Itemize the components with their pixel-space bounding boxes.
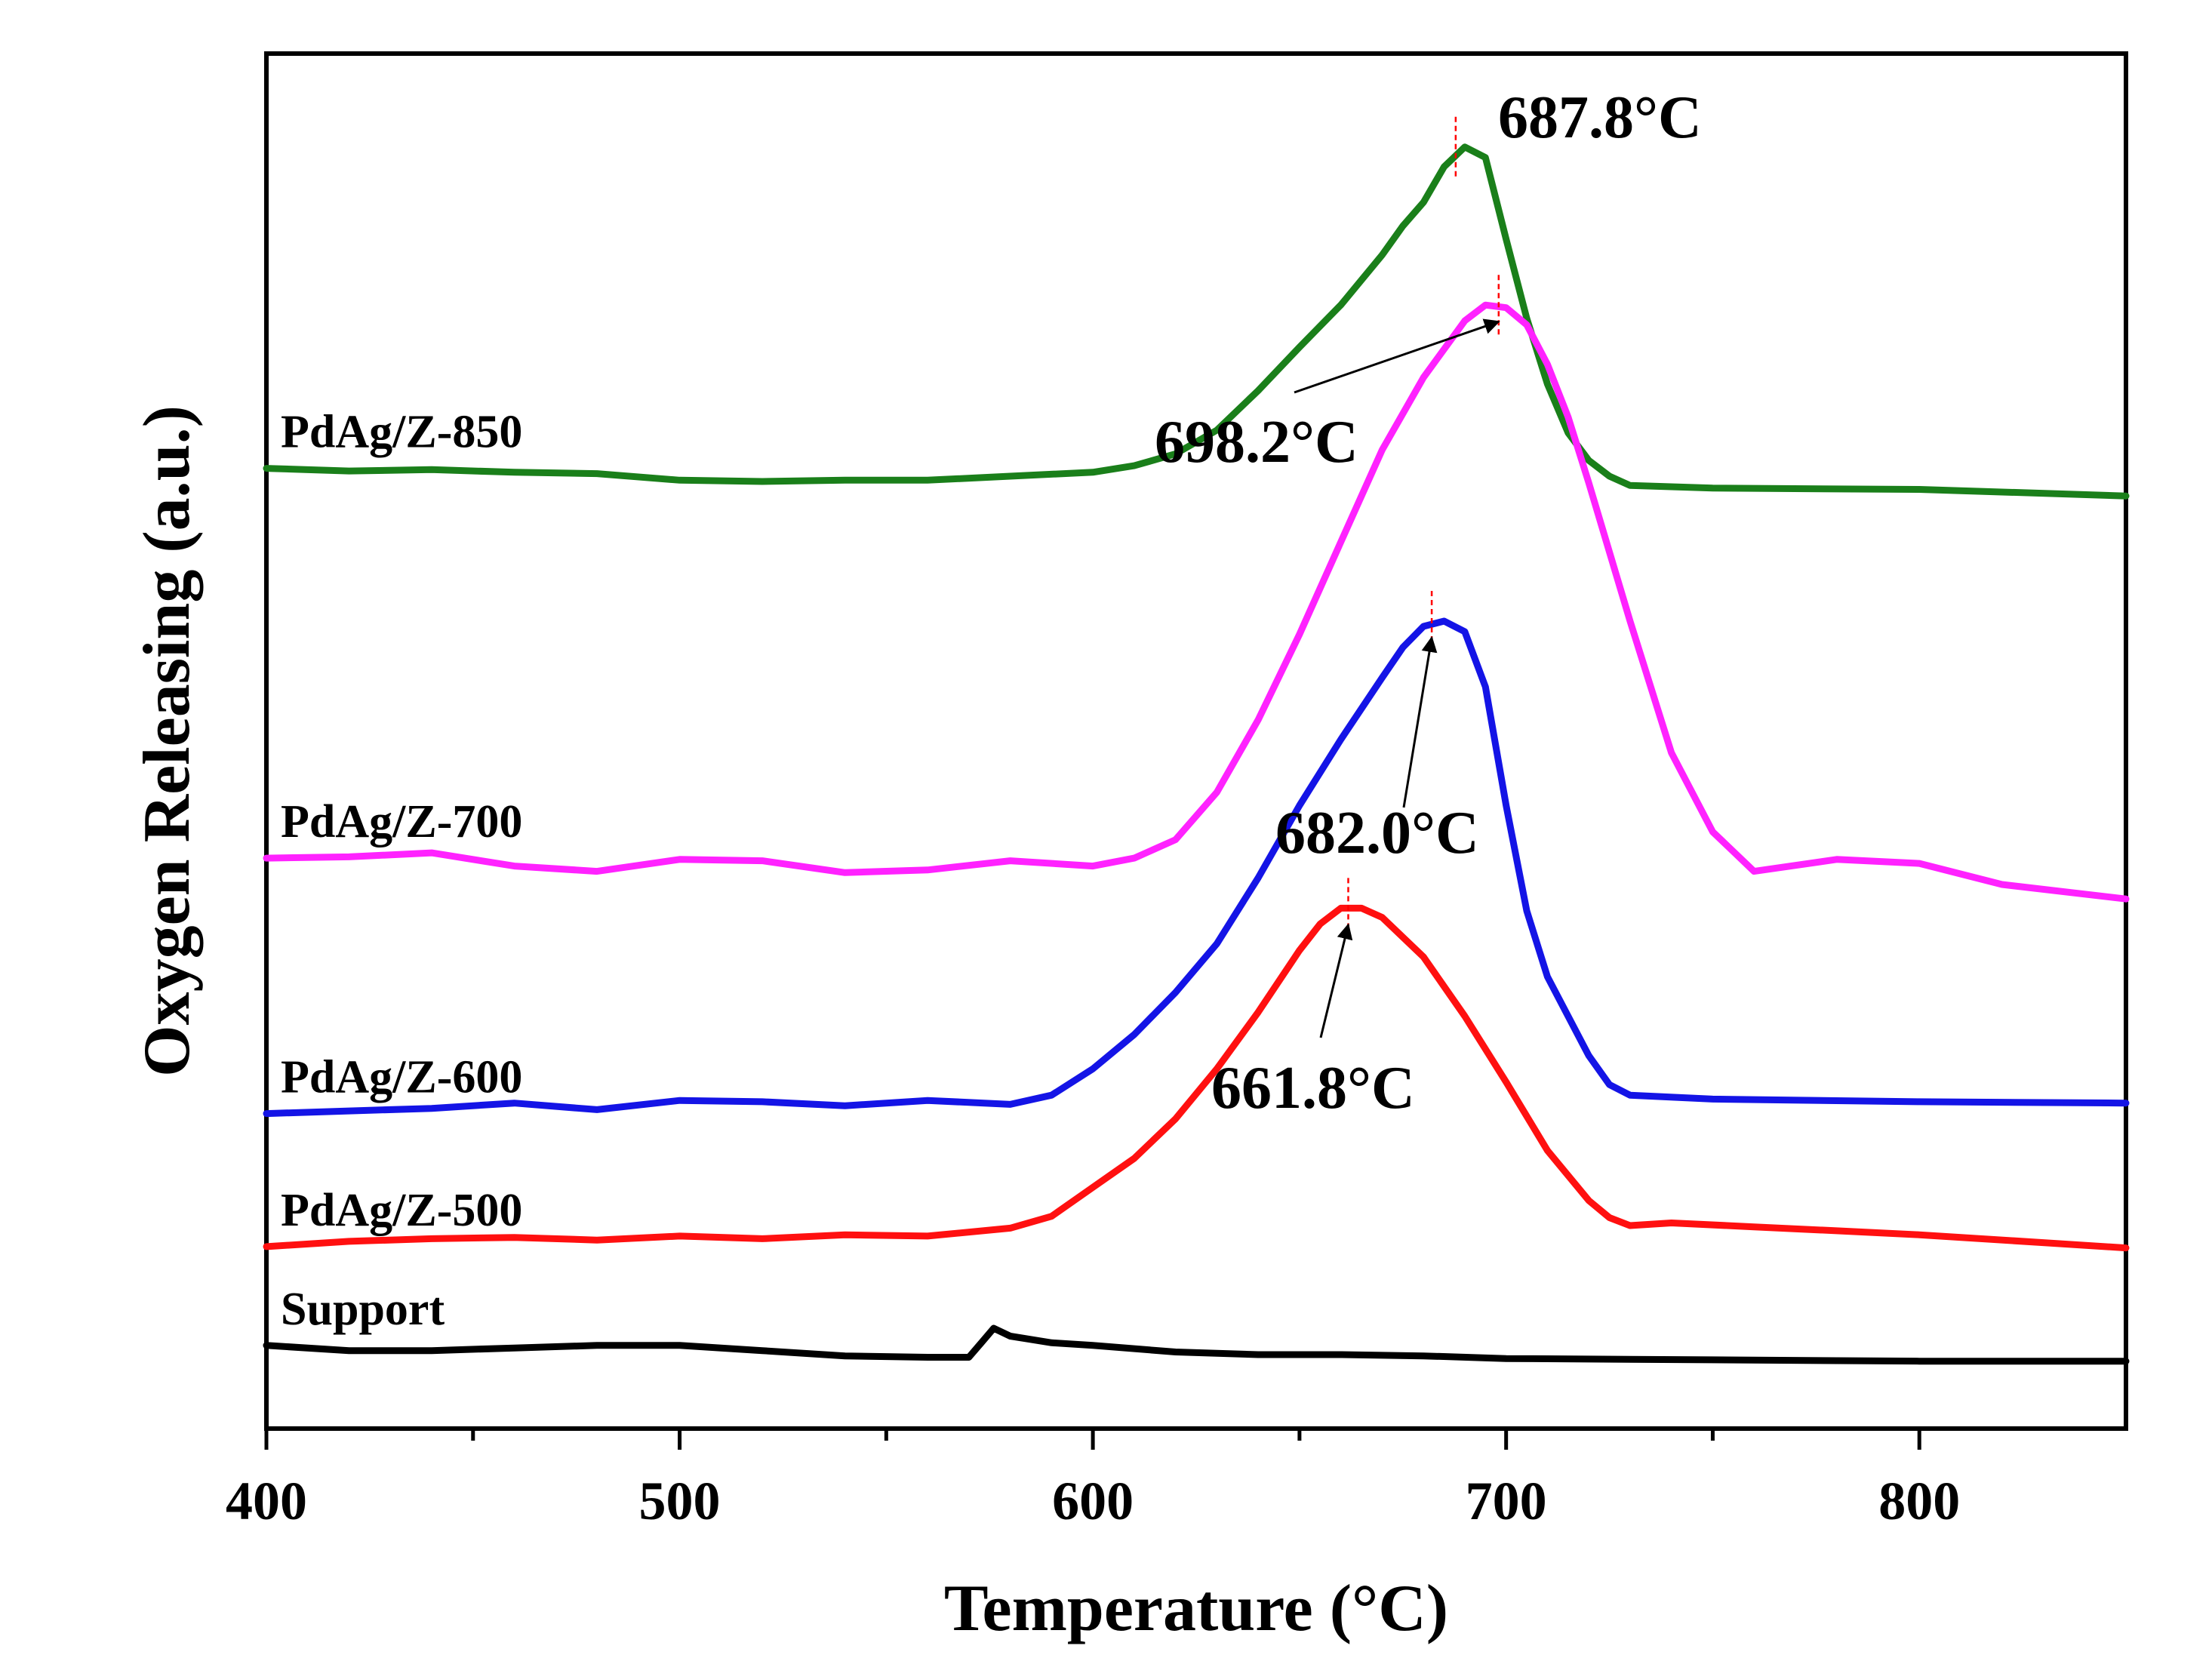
peak-arrow-pdag-z-600 xyxy=(1402,635,1438,808)
x-tick-label-400: 400 xyxy=(226,1471,307,1531)
x-tick-label-500: 500 xyxy=(639,1471,721,1531)
y-axis-title: Oxygen Releasing (a.u.) xyxy=(131,405,204,1077)
series-label-pdag-z-700: PdAg/Z-700 xyxy=(281,796,522,847)
peak-arrow-pdag-z-700 xyxy=(1294,318,1500,394)
peak-annotations: 687.8°C 698.2°C 682.0°C 661.8°C xyxy=(1155,85,1702,1121)
peak-label-pdag-z-500: 661.8°C xyxy=(1211,1055,1415,1121)
series-label-pdag-z-500: PdAg/Z-500 xyxy=(281,1185,522,1236)
peak-label-pdag-z-700: 698.2°C xyxy=(1155,409,1358,475)
series-line-pdag-z-500 xyxy=(263,904,2130,1252)
peak-label-pdag-z-600: 682.0°C xyxy=(1275,800,1479,866)
series-line-pdag-z-700 xyxy=(263,301,2130,903)
x-axis-title: Temperature (°C) xyxy=(944,1572,1448,1645)
peak-label-pdag-z-850: 687.8°C xyxy=(1498,85,1702,151)
series-label-pdag-z-850: PdAg/Z-850 xyxy=(281,407,522,458)
x-axis-tick-labels: 400 500 600 700 800 xyxy=(226,1471,1960,1531)
peak-arrow-pdag-z-500 xyxy=(1319,923,1353,1038)
series-line-support xyxy=(263,1324,2130,1365)
series-line-pdag-z-600 xyxy=(263,617,2130,1118)
x-tick-label-700: 700 xyxy=(1466,1471,1547,1531)
x-tick-label-600: 600 xyxy=(1052,1471,1134,1531)
plot-frame xyxy=(264,51,2128,1431)
series-labels: PdAg/Z-850 PdAg/Z-700 PdAg/Z-600 PdAg/Z-500… xyxy=(281,407,522,1335)
series-label-pdag-z-600: PdAg/Z-600 xyxy=(281,1052,522,1103)
x-tick-label-800: 800 xyxy=(1878,1471,1960,1531)
series-lines xyxy=(263,143,2130,1365)
x-axis-ticks xyxy=(264,1429,1921,1450)
series-label-support: Support xyxy=(281,1284,445,1335)
